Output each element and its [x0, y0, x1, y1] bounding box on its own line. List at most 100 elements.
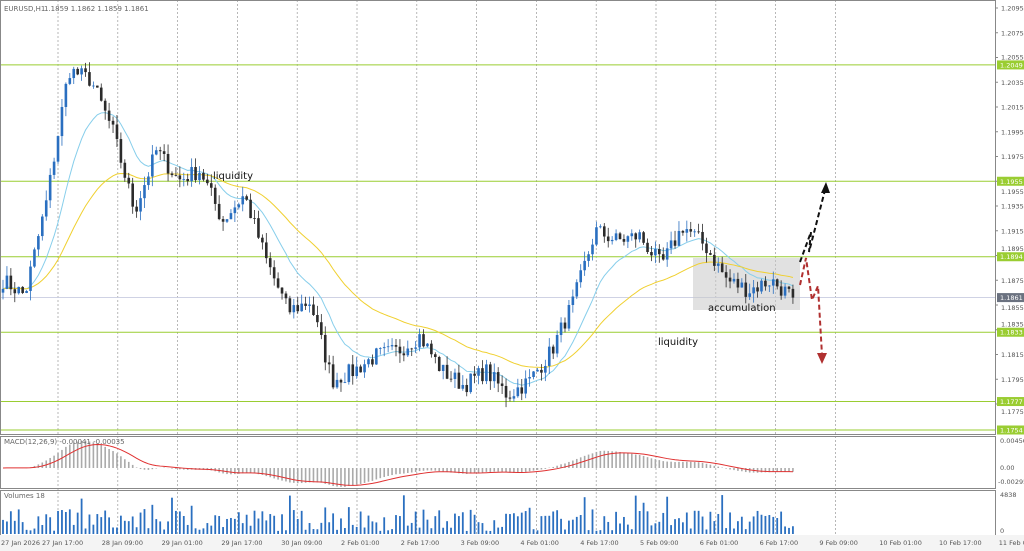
candle-body: [209, 183, 213, 188]
candle-body: [257, 218, 260, 238]
annotation-liquidity-bottom: liquidity: [658, 337, 698, 348]
candle-body: [705, 243, 708, 254]
candle-body: [64, 83, 68, 108]
candle-body: [445, 364, 449, 379]
price-tick-label: 1.1935: [1001, 203, 1024, 211]
candle-body: [716, 263, 720, 266]
time-tick-label: 6 Feb 01:00: [700, 539, 739, 547]
candle-body: [701, 231, 704, 244]
time-tick-label: 29 Jan 17:00: [221, 539, 262, 547]
candle-body: [508, 397, 512, 399]
candle-body: [56, 136, 60, 162]
candle-body: [154, 150, 158, 155]
candle-body: [559, 322, 563, 335]
macd-scale-bottom: -0.00295: [998, 478, 1024, 486]
level-price-label: 1.1894: [1000, 253, 1023, 261]
arrowhead-up-icon: [821, 182, 830, 193]
candle-body: [610, 239, 614, 242]
candle-body: [496, 372, 500, 384]
candle-body: [363, 364, 366, 373]
time-tick-label: 27 Jan 17:00: [42, 539, 83, 547]
candle-body: [202, 172, 205, 180]
level-price-badge: [997, 397, 1024, 407]
moving-averages: [2, 112, 794, 386]
grid: [57, 0, 836, 535]
price-tick-label: 1.2055: [1001, 53, 1024, 61]
candle-body: [622, 239, 626, 242]
candle-body: [461, 384, 465, 389]
time-tick-label: 3 Feb 09:00: [461, 539, 500, 547]
candle-body: [477, 368, 480, 376]
candle-body: [744, 282, 748, 297]
candle-body: [182, 179, 186, 180]
candle-body: [331, 364, 335, 388]
price-tick-label: 1.1775: [1001, 408, 1024, 416]
candle-body: [654, 249, 657, 256]
time-tick-label: 27 Jan 2026: [1, 539, 40, 547]
candle-body: [504, 385, 508, 398]
candle-body: [473, 373, 476, 376]
candle-body: [323, 334, 327, 363]
candle-body: [288, 298, 292, 313]
candle-body: [48, 174, 52, 201]
candle-body: [92, 85, 95, 87]
candle-body: [764, 280, 767, 287]
candle-body: [249, 199, 252, 219]
candle-body: [5, 275, 9, 289]
candle-body: [68, 78, 72, 84]
price-tick-label: 1.1895: [1001, 245, 1024, 253]
candle-body: [367, 359, 370, 365]
level-price-badge: [997, 60, 1024, 70]
candle-body: [783, 286, 787, 296]
candle-body: [791, 288, 795, 298]
candle-body: [245, 196, 248, 200]
level-price-badge: [997, 425, 1024, 435]
price-tick-label: 1.1955: [1001, 188, 1024, 196]
candle-body: [756, 287, 759, 292]
slow-moving-average-line: [2, 172, 794, 369]
candle-body: [689, 229, 693, 232]
candle-body: [713, 254, 716, 266]
candles: [1, 62, 795, 408]
level-price-label: 1.1833: [1000, 329, 1023, 337]
candle-body: [217, 203, 221, 220]
time-axis-background: [0, 535, 1024, 551]
candle-body: [25, 290, 28, 293]
candle-body: [481, 368, 484, 382]
candle-body: [103, 100, 107, 111]
candle-body: [327, 362, 331, 365]
candle-body: [606, 236, 610, 242]
candle-body: [720, 263, 724, 273]
candle-body: [618, 233, 622, 240]
candle-body: [551, 346, 555, 354]
candle-body: [123, 162, 127, 178]
time-tick-label: 2 Feb 01:00: [341, 539, 380, 547]
candle-body: [638, 232, 641, 240]
candle-body: [37, 236, 40, 250]
candle-body: [143, 185, 146, 199]
candle-body: [147, 176, 150, 186]
candle-body: [13, 289, 17, 294]
candle-body: [33, 249, 36, 267]
price-tick-label: 1.1915: [1001, 227, 1024, 235]
volumes-label: Volumes 18: [4, 492, 45, 500]
candle-body: [410, 348, 414, 350]
price-tick-label: 1.1975: [1001, 153, 1024, 161]
volume-panel: [2, 495, 794, 534]
candle-body: [241, 196, 245, 205]
time-tick-label: 28 Jan 09:00: [102, 539, 143, 547]
candle-body: [567, 305, 571, 329]
time-tick-label: 10 Feb 17:00: [939, 539, 982, 547]
candle-body: [422, 334, 425, 347]
price-tick-label: 1.2095: [1001, 5, 1024, 13]
candle-body: [669, 240, 673, 249]
candle-body: [528, 377, 531, 379]
macd-scale-top: 0.00456: [1000, 437, 1024, 445]
price-tick-label: 1.1835: [1001, 321, 1024, 329]
time-tick-label: 4 Feb 17:00: [580, 539, 619, 547]
candle-body: [343, 382, 347, 383]
candle-body: [194, 167, 197, 181]
candle-body: [709, 253, 712, 255]
